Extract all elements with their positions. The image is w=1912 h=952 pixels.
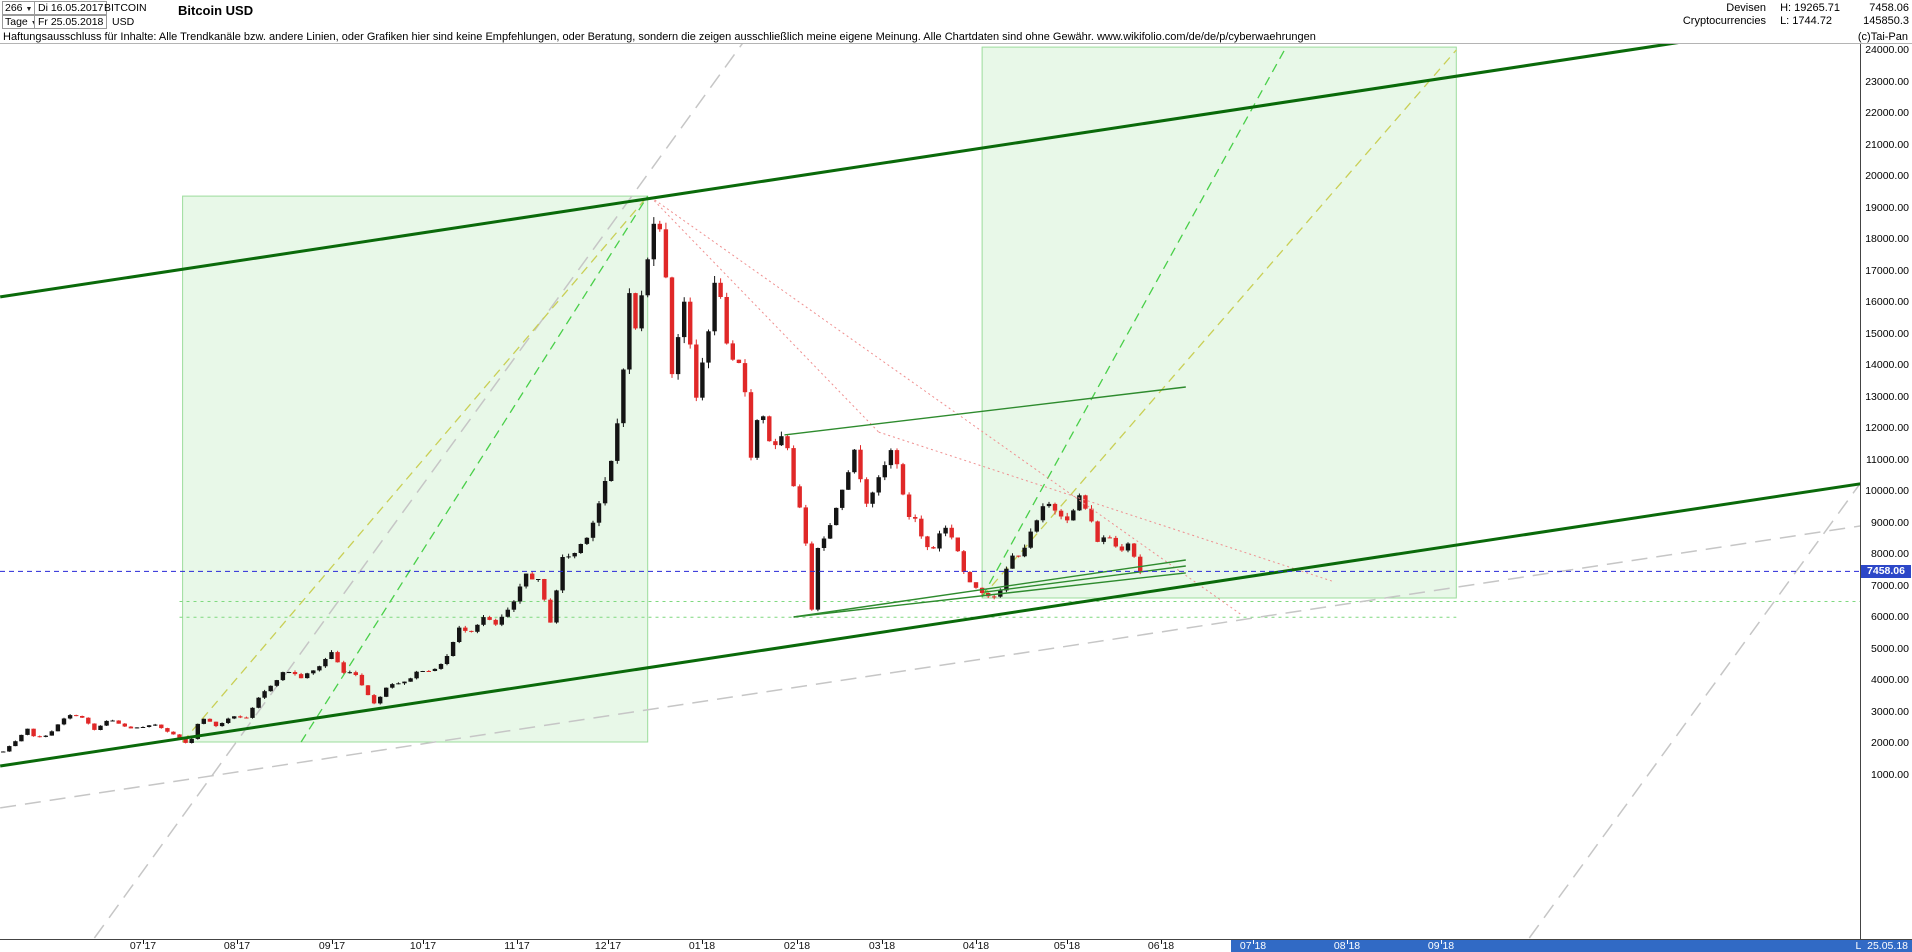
- disclaimer-text: Haftungsausschluss für Inhalte: Alle Tre…: [3, 31, 1316, 43]
- x-axis-label: 03 18: [868, 940, 896, 952]
- bars-count-value: 266: [5, 2, 23, 14]
- y-tick-label: 18000.00: [1865, 233, 1909, 245]
- y-tick-label: 13000.00: [1865, 391, 1909, 403]
- y-tick-label: 8000.00: [1871, 548, 1909, 560]
- y-tick-label: 19000.00: [1865, 202, 1909, 214]
- category-line1: Devisen: [1726, 2, 1766, 14]
- x-axis-label: 02 18: [783, 940, 811, 952]
- last-price-tag: 7458.06: [1861, 565, 1911, 578]
- x-axis-label: 06 18: [1147, 940, 1175, 952]
- x-axis-label: 09 18: [1427, 940, 1455, 952]
- date-from-field[interactable]: Di 16.05.2017: [34, 1, 108, 15]
- y-tick-label: 10000.00: [1865, 485, 1909, 497]
- period-value: Tage: [5, 16, 28, 28]
- y-tick-label: 6000.00: [1871, 611, 1909, 623]
- axis-separator-horizontal: [0, 939, 1912, 940]
- y-tick-label: 14000.00: [1865, 359, 1909, 371]
- date-to-field[interactable]: Fr 25.05.2018: [34, 15, 108, 29]
- chevron-down-icon: ▼: [25, 6, 33, 13]
- y-tick-label: 4000.00: [1871, 674, 1909, 686]
- y-tick-label: 24000.00: [1865, 44, 1909, 56]
- chart-title: Bitcoin USD: [178, 3, 254, 18]
- x-axis-tick: [237, 940, 238, 944]
- y-tick-label: 3000.00: [1871, 706, 1909, 718]
- x-axis-label: 04 18: [962, 940, 990, 952]
- y-tick-label: 1000.00: [1871, 769, 1909, 781]
- x-axis-tick: [1347, 940, 1348, 944]
- x-axis-tick: [332, 940, 333, 944]
- y-tick-label: 11000.00: [1865, 454, 1909, 466]
- toolbar: 266▼ Di 16.05.2017 BITCOIN Tage ▼ Fr 25.0…: [0, 0, 1912, 30]
- currency-label: USD: [112, 16, 135, 28]
- x-axis-label: 08 18: [1333, 940, 1361, 952]
- x-axis-tick: [1161, 940, 1162, 944]
- last-price-label: 7458.06: [1869, 2, 1909, 14]
- low-label: L: 1744.72: [1780, 14, 1833, 27]
- x-axis-tick: [1441, 940, 1442, 944]
- volume-label: 145850.3: [1863, 14, 1909, 27]
- x-axis-label: 09 17: [318, 940, 346, 952]
- time-axis[interactable]: L 25.05.18 07 17 08 17 09 17 10 17 11 17 12 1…: [0, 940, 1912, 952]
- x-axis-tick: [797, 940, 798, 944]
- price-axis[interactable]: 24000.00 23000.00 22000.00 21000.00 20000.00…: [1861, 44, 1912, 939]
- overlay-over-layer: [0, 44, 1860, 768]
- y-tick-label: 7000.00: [1871, 580, 1909, 592]
- price-volume-labels: 7458.06 145850.3: [1863, 2, 1909, 27]
- x-axis-label: 07 18: [1239, 940, 1267, 952]
- y-tick-label: 22000.00: [1865, 107, 1909, 119]
- y-tick-label: 20000.00: [1865, 170, 1909, 182]
- y-tick-label: 5000.00: [1871, 643, 1909, 655]
- high-label: H: 19265.71: [1780, 2, 1840, 14]
- time-axis-selection: [1231, 940, 1912, 952]
- y-tick-label: 9000.00: [1871, 517, 1909, 529]
- bars-count-dropdown[interactable]: 266 ▼: [2, 1, 36, 15]
- x-axis-label: 05 18: [1053, 940, 1081, 952]
- x-axis-label: 01 18: [688, 940, 716, 952]
- x-axis-tick: [423, 940, 424, 944]
- x-axis-label: 10 17: [409, 940, 437, 952]
- x-axis-label: 07 17: [129, 940, 157, 952]
- symbol-label: BITCOIN: [104, 2, 147, 14]
- copyright-label: (c)Tai-Pan: [1857, 31, 1908, 43]
- y-tick-label: 2000.00: [1871, 737, 1909, 749]
- x-axis-tick: [517, 940, 518, 944]
- y-tick-label: 12000.00: [1865, 422, 1909, 434]
- last-date-label: L 25.05.18: [1855, 940, 1908, 952]
- overlay-under-layer: [0, 44, 1860, 939]
- y-tick-label: 16000.00: [1865, 296, 1909, 308]
- y-tick-label: 17000.00: [1865, 265, 1909, 277]
- x-axis-tick: [608, 940, 609, 944]
- x-axis-tick: [1253, 940, 1254, 944]
- axis-separator-vertical: [1860, 44, 1861, 952]
- x-axis-tick: [976, 940, 977, 944]
- x-axis-tick: [143, 940, 144, 944]
- category-labels: Devisen Cryptocurrencies: [1683, 2, 1766, 27]
- x-axis-label: 12 17: [594, 940, 622, 952]
- x-axis-label: 11 17: [504, 940, 530, 952]
- y-tick-label: 23000.00: [1865, 76, 1909, 88]
- x-axis-tick: [702, 940, 703, 944]
- x-axis-tick: [882, 940, 883, 944]
- y-tick-label: 21000.00: [1865, 139, 1909, 151]
- x-axis-tick: [1067, 940, 1068, 944]
- header-separator: [0, 43, 1912, 44]
- candles-layer: [1, 217, 1143, 753]
- x-axis-label: 08 17: [223, 940, 251, 952]
- high-low-labels: H: 19265.71 L: 1744.72: [1780, 2, 1840, 27]
- category-line2: Cryptocurrencies: [1682, 14, 1766, 27]
- y-tick-label: 15000.00: [1865, 328, 1909, 340]
